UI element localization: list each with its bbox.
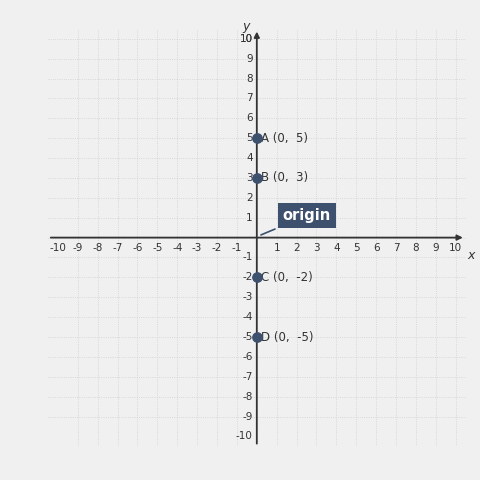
Text: D (0,  -5): D (0, -5) [261,331,313,344]
Text: 6: 6 [373,243,379,253]
Text: -3: -3 [192,243,203,253]
Text: 10: 10 [240,34,253,44]
Text: -2: -2 [242,272,253,282]
Text: 10: 10 [240,34,253,44]
Text: -10: -10 [49,243,66,253]
Text: -2: -2 [212,243,222,253]
Text: 4: 4 [246,153,253,163]
Text: 9: 9 [246,54,253,64]
Text: -4: -4 [172,243,182,253]
Text: 2: 2 [293,243,300,253]
Text: 10: 10 [449,243,462,253]
Text: -1: -1 [242,252,253,263]
Text: 2: 2 [246,193,253,203]
Text: 1: 1 [246,213,253,223]
Text: x: x [468,249,475,262]
Text: 1: 1 [274,243,280,253]
Text: -5: -5 [242,332,253,342]
Text: 3: 3 [246,173,253,183]
Text: 5: 5 [353,243,360,253]
Text: -9: -9 [242,411,253,421]
Text: -9: -9 [72,243,83,253]
Point [253,134,261,142]
Text: C (0,  -2): C (0, -2) [261,271,313,284]
Text: -8: -8 [93,243,103,253]
Text: -6: -6 [242,352,253,362]
Text: 9: 9 [432,243,439,253]
Text: -7: -7 [242,372,253,382]
Text: B (0,  3): B (0, 3) [261,171,308,184]
Text: 7: 7 [393,243,399,253]
Text: 5: 5 [246,133,253,143]
Text: origin: origin [261,208,331,235]
Text: -7: -7 [112,243,123,253]
Text: -3: -3 [242,292,253,302]
Text: 8: 8 [246,73,253,84]
Text: -8: -8 [242,392,253,402]
Text: -4: -4 [242,312,253,322]
Text: A (0,  5): A (0, 5) [261,132,308,144]
Text: -1: -1 [232,243,242,253]
Text: 8: 8 [413,243,419,253]
Text: -5: -5 [152,243,163,253]
Point [253,333,261,341]
Text: 6: 6 [246,113,253,123]
Text: 4: 4 [333,243,340,253]
Text: 3: 3 [313,243,320,253]
Text: 7: 7 [246,94,253,103]
Point [253,274,261,281]
Text: -6: -6 [132,243,143,253]
Point [253,174,261,182]
Text: y: y [242,20,250,33]
Text: -10: -10 [236,432,253,442]
